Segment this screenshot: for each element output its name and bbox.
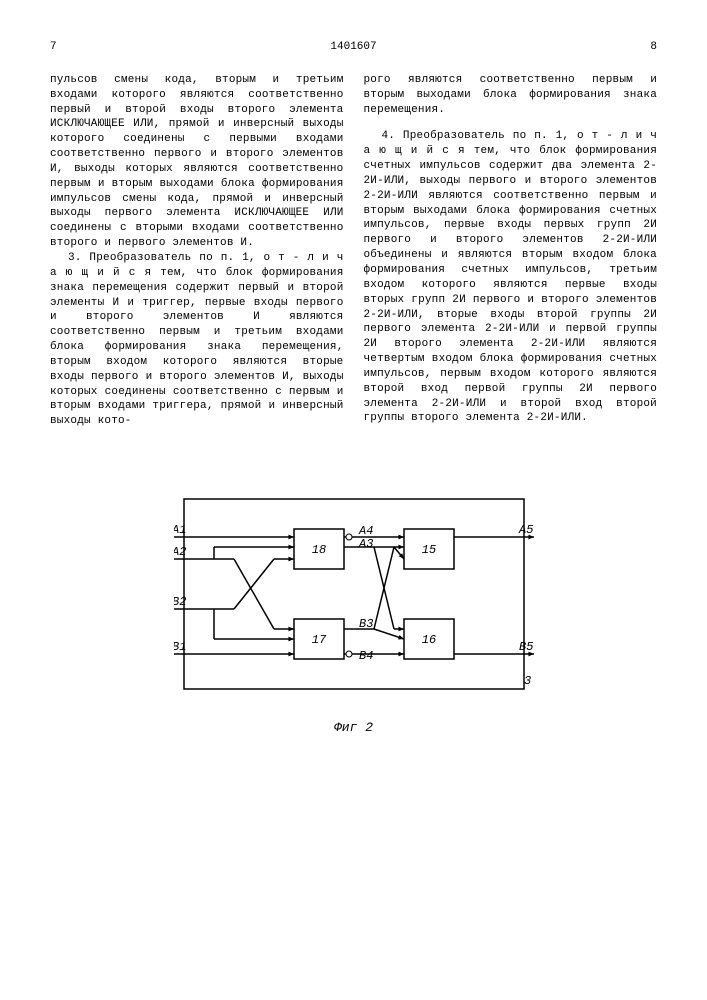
figure-caption: Фиг 2: [50, 719, 657, 737]
circuit-diagram: 18 15 17 16 3 A1 A2 B2 B1 A4A3 B3 B4 A5 B5: [174, 489, 534, 699]
diagram-container: 18 15 17 16 3 A1 A2 B2 B1 A4A3 B3 B4 A5 B5: [50, 489, 657, 699]
page-header: 7 1401607 8: [50, 40, 657, 55]
doc-number: 1401607: [330, 40, 376, 55]
svg-text:B3: B3: [359, 617, 373, 631]
right-para-1: рого являются соответственно первым и вт…: [364, 73, 658, 118]
svg-text:A2: A2: [174, 545, 186, 559]
svg-text:15: 15: [421, 543, 435, 557]
svg-text:B2: B2: [174, 595, 186, 609]
left-para-1: пульсов смены кода, вторым и третьим вхо…: [50, 73, 344, 251]
right-para-2: 4. Преобразователь по п. 1, о т - л и ч …: [364, 129, 658, 426]
text-columns: пульсов смены кода, вторым и третьим вхо…: [50, 73, 657, 429]
svg-text:17: 17: [311, 633, 326, 647]
svg-text:A4: A4: [358, 524, 373, 538]
svg-text:3: 3: [524, 674, 531, 688]
svg-text:A1: A1: [174, 523, 186, 537]
svg-text:A5: A5: [518, 523, 533, 537]
left-column: пульсов смены кода, вторым и третьим вхо…: [50, 73, 344, 429]
svg-text:16: 16: [421, 633, 435, 647]
left-para-2: 3. Преобразователь по п. 1, о т - л и ч …: [50, 251, 344, 429]
svg-text:A3: A3: [358, 537, 373, 551]
svg-text:B1: B1: [174, 640, 186, 654]
page-num-right: 8: [650, 40, 657, 55]
svg-text:B4: B4: [359, 649, 373, 663]
svg-text:18: 18: [311, 543, 325, 557]
right-column: рого являются соответственно первым и вт…: [364, 73, 658, 429]
page-num-left: 7: [50, 40, 57, 55]
svg-text:B5: B5: [519, 640, 533, 654]
